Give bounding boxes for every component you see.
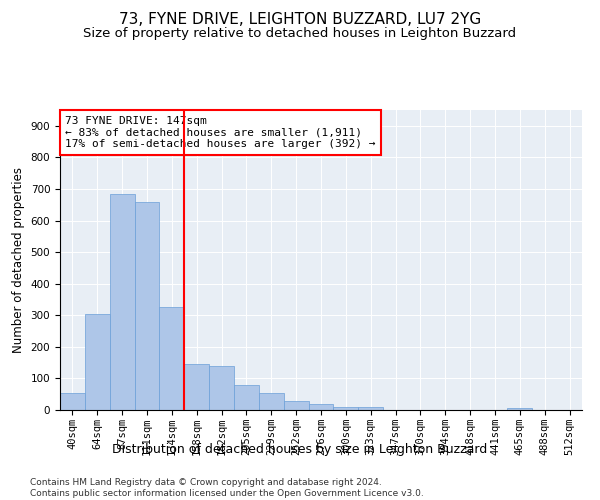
Text: Size of property relative to detached houses in Leighton Buzzard: Size of property relative to detached ho… [83, 28, 517, 40]
Y-axis label: Number of detached properties: Number of detached properties [12, 167, 25, 353]
Bar [85, 314, 110, 410]
Bar [209, 366, 234, 410]
Bar [110, 194, 134, 410]
Bar [134, 202, 160, 410]
Bar [160, 308, 184, 410]
Bar [284, 400, 308, 410]
Text: 73, FYNE DRIVE, LEIGHTON BUZZARD, LU7 2YG: 73, FYNE DRIVE, LEIGHTON BUZZARD, LU7 2Y… [119, 12, 481, 28]
Text: Contains HM Land Registry data © Crown copyright and database right 2024.
Contai: Contains HM Land Registry data © Crown c… [30, 478, 424, 498]
Text: 73 FYNE DRIVE: 147sqm
← 83% of detached houses are smaller (1,911)
17% of semi-d: 73 FYNE DRIVE: 147sqm ← 83% of detached … [65, 116, 376, 149]
Bar [508, 408, 532, 410]
Bar [358, 407, 383, 410]
Bar [308, 404, 334, 410]
Bar [334, 407, 358, 410]
Bar [184, 364, 209, 410]
Bar [60, 392, 85, 410]
Bar [259, 392, 284, 410]
Bar [234, 384, 259, 410]
Text: Distribution of detached houses by size in Leighton Buzzard: Distribution of detached houses by size … [112, 442, 488, 456]
